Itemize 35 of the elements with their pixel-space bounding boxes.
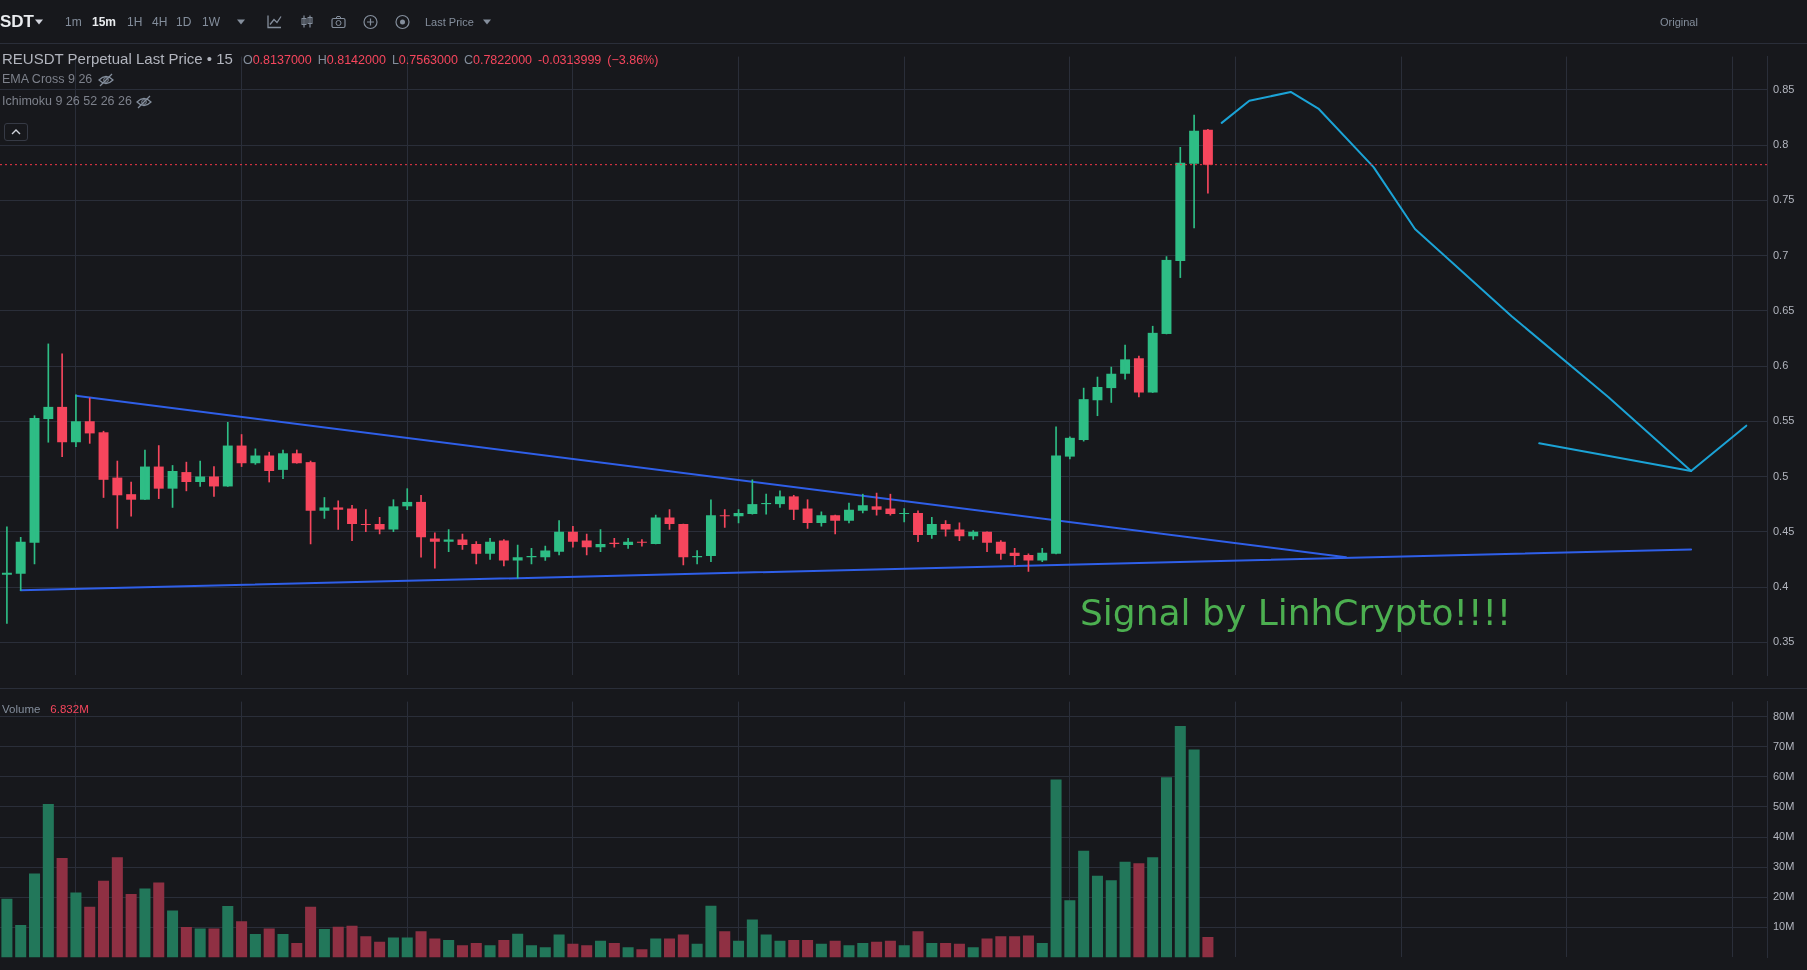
text: 1H — [127, 14, 143, 29]
y-tick-label: 50M — [1773, 799, 1795, 812]
text: O0.8137000 H0.8142000 L0.7563000 C0.7822000 -0.0313999 (−3.86%) — [242, 53, 659, 67]
y-tick-label: 0.45 — [1773, 524, 1795, 537]
annotation: EMA Cross 9 26 — [2, 72, 93, 86]
y-tick-label: 10M — [1773, 920, 1795, 933]
y-tick-label: 0.75 — [1773, 193, 1795, 206]
y-tick-label: 0.4 — [1773, 580, 1789, 593]
y-tick-label: 80M — [1773, 709, 1795, 722]
y-tick-label: 0.8 — [1773, 138, 1789, 151]
y-tick-label: 60M — [1773, 769, 1795, 782]
y-tick-label: 40M — [1773, 830, 1795, 843]
text: 1D — [176, 14, 192, 29]
annotation: Ichimoku 9 26 52 26 26 — [2, 94, 132, 108]
text: 1m — [65, 14, 82, 29]
text: Last Price — [425, 15, 474, 28]
y-tick-label: 0.5 — [1773, 469, 1789, 482]
annotation: Volume — [2, 703, 41, 715]
y-tick-label: 0.85 — [1773, 82, 1795, 95]
y-tick-label: 0.6 — [1773, 359, 1789, 372]
chart-title: REUSDT Perpetual Last Price • 15 — [2, 50, 233, 67]
text: 15m — [92, 14, 117, 29]
annotation: 6.832M — [50, 703, 89, 715]
y-tick-label: 0.7 — [1773, 248, 1789, 261]
text: SDT — [0, 11, 34, 32]
y-tick-label: 30M — [1773, 860, 1795, 873]
y-tick-label: 0.35 — [1773, 635, 1795, 648]
annotation: Signal by LinhCrypto!!!! — [1080, 592, 1512, 633]
text: 1W — [202, 14, 220, 29]
y-tick-label: 0.55 — [1773, 414, 1795, 427]
y-tick-label: 0.65 — [1773, 303, 1795, 316]
text: Original — [1660, 15, 1698, 28]
y-tick-label: 70M — [1773, 739, 1795, 752]
text: 4H — [152, 14, 168, 29]
y-tick-label: 20M — [1773, 890, 1795, 903]
